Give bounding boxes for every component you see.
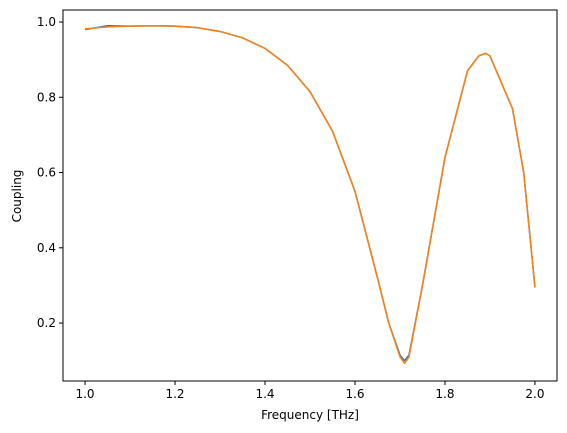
x-axis-label: Frequency [THz] (261, 408, 359, 422)
x-tick-label: 1.4 (255, 387, 274, 401)
series-line (84, 25, 536, 365)
x-tick-label: 1.6 (345, 387, 364, 401)
y-axis-label: Coupling (10, 170, 24, 223)
axes-frame (62, 9, 558, 382)
x-tick-label: 2.0 (525, 387, 544, 401)
x-tick-label: 1.0 (75, 387, 94, 401)
y-tick-label: 1.0 (37, 15, 56, 29)
y-tick-label: 0.4 (37, 241, 56, 255)
y-tick-label: 0.2 (37, 316, 56, 330)
series-line (84, 25, 536, 362)
y-tick-label: 0.6 (37, 166, 56, 180)
y-tick-label: 0.8 (37, 90, 56, 104)
x-tick-label: 1.8 (435, 387, 454, 401)
x-tick-label: 1.2 (165, 387, 184, 401)
